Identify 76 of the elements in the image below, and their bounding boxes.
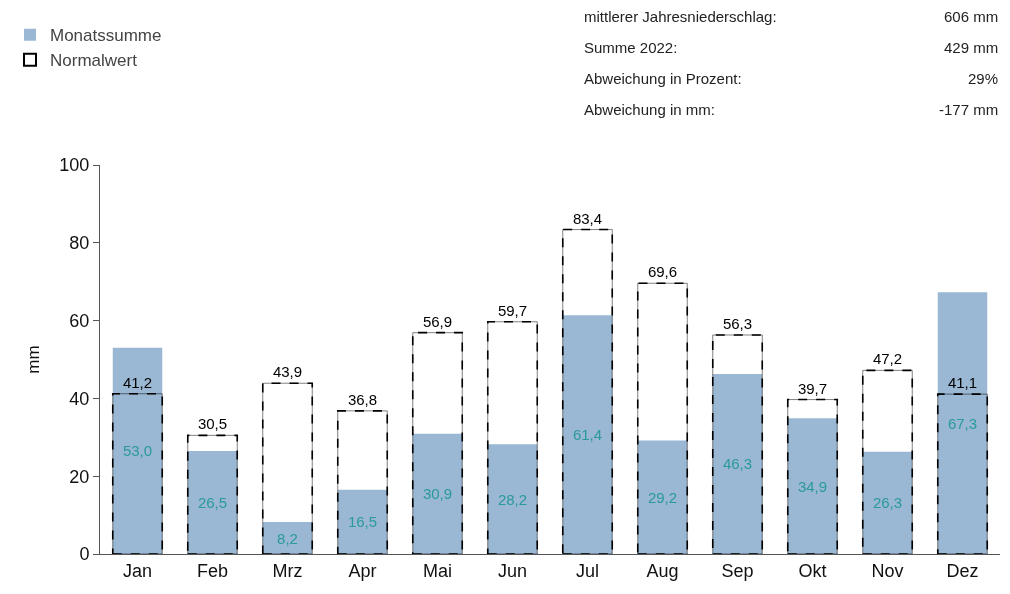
y-tick-label: 80 xyxy=(69,233,90,254)
x-tick-label: Mai xyxy=(422,560,453,581)
data-label: 39,7 xyxy=(797,379,828,397)
bar xyxy=(637,440,688,554)
data-label: 56,9 xyxy=(422,312,453,330)
data-label: 8,2 xyxy=(277,529,298,547)
text: 429 mm xyxy=(944,39,999,56)
data-label: 26,3 xyxy=(872,494,903,512)
x-tick-label: Aug xyxy=(646,560,679,581)
x-tick-label: Jul xyxy=(575,560,600,581)
bar xyxy=(187,450,238,554)
bar xyxy=(336,410,389,554)
data-label: 36,8 xyxy=(347,390,378,408)
data-label: 53,0 xyxy=(122,442,153,460)
text: mittlerer Jahresniederschlag: xyxy=(584,8,777,25)
bar xyxy=(562,315,613,554)
x-tick-label: Mrz xyxy=(272,560,303,581)
data-label: 47,2 xyxy=(872,350,903,368)
bar xyxy=(937,292,988,554)
data-label: 29,2 xyxy=(647,488,678,506)
x-tick-label: Apr xyxy=(348,560,377,581)
data-label: 61,4 xyxy=(572,426,603,444)
data-label: 26,5 xyxy=(197,493,228,511)
bar xyxy=(936,393,989,554)
bar xyxy=(112,347,163,554)
data-label: 67,3 xyxy=(947,414,978,432)
text: Abweichung in mm: xyxy=(584,101,715,118)
bar xyxy=(862,451,913,554)
data-label: 41,2 xyxy=(122,373,153,391)
legend-label: Normalwert xyxy=(50,51,138,71)
data-label: 56,3 xyxy=(722,314,753,332)
data-label: 83,4 xyxy=(572,209,603,227)
data-label: 69,6 xyxy=(647,263,678,281)
y-tick-label: 20 xyxy=(69,466,90,487)
bar xyxy=(337,489,388,554)
legend-label: Monatssumme xyxy=(50,26,162,46)
data-label: 34,9 xyxy=(797,477,828,495)
text: 606 mm xyxy=(944,8,999,25)
bar xyxy=(712,373,763,554)
x-tick-label: Nov xyxy=(871,560,904,581)
x-tick-label: Sep xyxy=(721,560,754,581)
bar xyxy=(786,398,839,554)
text: -177 mm xyxy=(939,101,999,118)
bar xyxy=(711,334,764,554)
bar xyxy=(412,433,463,554)
bar xyxy=(111,392,164,554)
bar xyxy=(486,320,539,554)
text: 29% xyxy=(968,70,999,87)
data-label: 16,5 xyxy=(347,513,378,531)
y-tick-label: 60 xyxy=(69,310,90,331)
bar xyxy=(861,369,914,554)
bar xyxy=(411,331,464,554)
data-label: 43,9 xyxy=(272,363,303,381)
data-label: 41,1 xyxy=(947,374,978,392)
x-tick-label: Dez xyxy=(946,560,979,581)
x-tick-label: Jan xyxy=(122,560,153,581)
bar xyxy=(261,382,314,554)
data-label: 59,7 xyxy=(497,301,528,319)
text: Summe 2022: xyxy=(584,39,678,56)
bar xyxy=(561,228,614,554)
y-tick-label: 100 xyxy=(59,155,90,176)
data-label: 46,3 xyxy=(722,455,753,473)
y-tick-label: 40 xyxy=(69,388,90,409)
data-label: 30,5 xyxy=(197,415,228,433)
bar xyxy=(487,444,538,554)
x-tick-label: Feb xyxy=(196,560,229,581)
x-tick-label: Jun xyxy=(497,560,528,581)
y-tick-label: 0 xyxy=(79,544,90,565)
y-axis-title: mm xyxy=(23,345,43,374)
text: Abweichung in Prozent: xyxy=(584,70,742,87)
bar xyxy=(636,282,689,554)
data-label: 30,9 xyxy=(422,485,453,503)
x-tick-label: Okt xyxy=(798,560,827,581)
bar xyxy=(787,418,838,554)
bar xyxy=(186,434,239,554)
data-label: 28,2 xyxy=(497,490,528,508)
